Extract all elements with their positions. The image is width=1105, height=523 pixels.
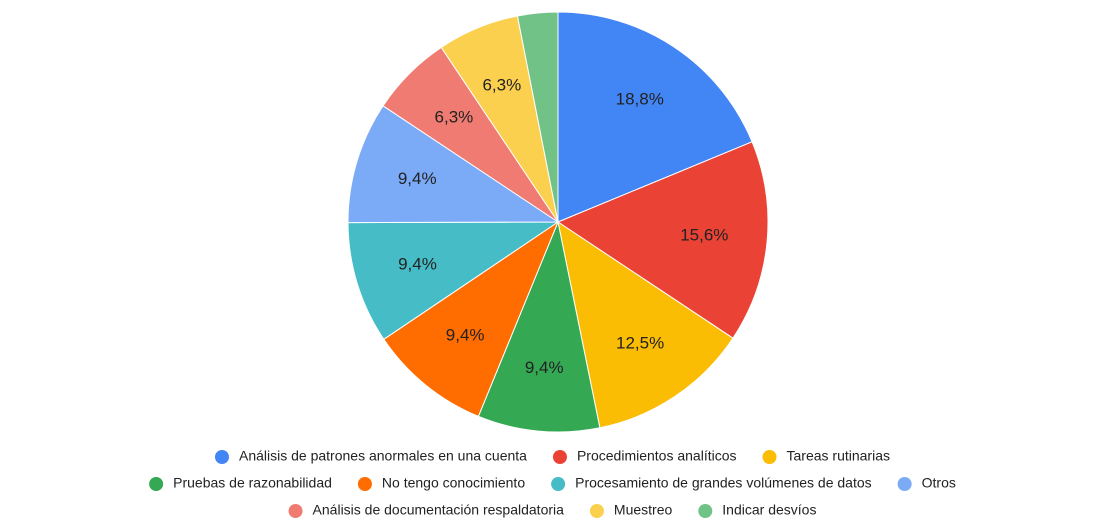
slice-label: 18,8%: [616, 89, 664, 108]
legend-label: Análisis de documentación respaldatoria: [313, 502, 565, 518]
legend-marker: [552, 450, 567, 464]
legend-marker: [288, 504, 303, 518]
legend-marker: [149, 477, 164, 491]
legend-marker: [589, 504, 604, 518]
legend-label: Muestreo: [614, 502, 673, 518]
pie-slice: [477, 220, 601, 433]
pie-slice: [516, 11, 559, 223]
pie-slice: [347, 221, 560, 340]
pie-slice: [556, 141, 769, 339]
slice-label: 15,6%: [680, 226, 728, 245]
legend-marker: [215, 450, 229, 464]
legend-marker: [698, 504, 713, 518]
slice-label: 9,4%: [446, 325, 485, 344]
legend-label: Indicar desvíos: [722, 502, 816, 518]
slice-label: 12,5%: [616, 333, 664, 352]
slice-label: 9,4%: [398, 169, 437, 188]
legend-label: Procesamiento de grandes volúmenes de da…: [575, 475, 872, 491]
slice-label: 9,4%: [525, 358, 564, 377]
pie-slice: [557, 220, 734, 429]
pie-slice: [557, 11, 753, 223]
legend-marker: [762, 450, 777, 464]
pie-slice: [347, 105, 560, 224]
slice-label: 6,3%: [435, 108, 474, 127]
legend-label: Tareas rutinarias: [787, 448, 891, 464]
legend-marker: [897, 477, 912, 491]
legend-label: Pruebas de razonabilidad: [173, 475, 332, 491]
legend-marker: [357, 477, 372, 491]
pie-slice: [383, 220, 560, 417]
legend-marker: [551, 477, 566, 491]
legend-label: Análisis de patrones anormales en una cu…: [239, 448, 527, 464]
slice-label: 9,4%: [398, 255, 437, 274]
legend-label: Procedimientos analíticos: [577, 448, 737, 464]
slice-label: 6,3%: [482, 76, 521, 95]
legend-label: Otros: [922, 475, 956, 491]
legend-label: No tengo conocimiento: [382, 475, 525, 491]
